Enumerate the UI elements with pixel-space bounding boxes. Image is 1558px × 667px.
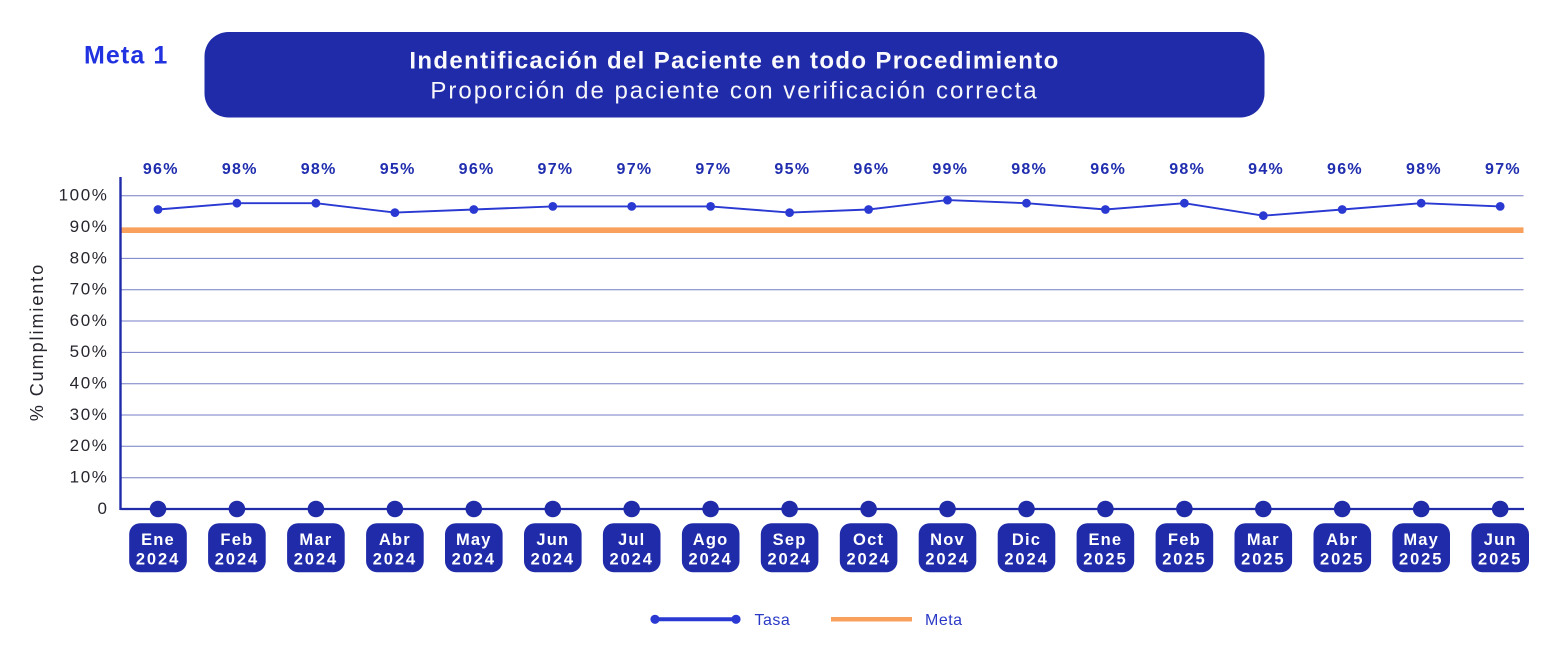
svg-text:96%: 96% <box>1327 161 1363 178</box>
svg-text:Mar: Mar <box>299 531 332 549</box>
svg-text:0: 0 <box>97 499 108 518</box>
svg-text:Proporción de paciente con ver: Proporción de paciente con verificación … <box>430 78 1038 105</box>
svg-text:2025: 2025 <box>1241 551 1285 569</box>
svg-text:30%: 30% <box>70 405 109 424</box>
svg-text:97%: 97% <box>1485 161 1521 178</box>
svg-text:97%: 97% <box>617 161 653 178</box>
svg-text:2024: 2024 <box>136 551 180 569</box>
svg-text:96%: 96% <box>459 161 495 178</box>
svg-text:Sep: Sep <box>773 531 807 549</box>
svg-text:98%: 98% <box>301 161 337 178</box>
svg-text:Jul: Jul <box>618 531 645 549</box>
svg-text:70%: 70% <box>70 280 109 299</box>
svg-text:95%: 95% <box>380 161 416 178</box>
svg-text:2024: 2024 <box>846 551 890 569</box>
svg-text:2024: 2024 <box>373 551 417 569</box>
svg-text:2024: 2024 <box>925 551 969 569</box>
svg-text:Ago: Ago <box>693 531 729 549</box>
svg-text:Feb: Feb <box>220 531 253 549</box>
svg-text:Jun: Jun <box>536 531 569 549</box>
svg-text:Tasa: Tasa <box>755 612 791 629</box>
svg-text:99%: 99% <box>932 161 968 178</box>
svg-text:Mar: Mar <box>1247 531 1280 549</box>
svg-text:96%: 96% <box>1090 161 1126 178</box>
svg-text:2024: 2024 <box>294 551 338 569</box>
svg-text:% Cumplimiento: % Cumplimiento <box>27 263 47 421</box>
svg-text:Meta 1: Meta 1 <box>84 42 168 70</box>
svg-text:96%: 96% <box>853 161 889 178</box>
svg-text:Nov: Nov <box>930 531 965 549</box>
svg-text:2025: 2025 <box>1478 551 1522 569</box>
svg-text:94%: 94% <box>1248 161 1284 178</box>
svg-text:60%: 60% <box>70 311 109 330</box>
svg-text:May: May <box>1403 531 1439 549</box>
svg-text:Meta: Meta <box>925 612 963 629</box>
svg-text:Indentificación del Paciente e: Indentificación del Paciente en todo Pro… <box>409 48 1059 75</box>
svg-text:98%: 98% <box>1011 161 1047 178</box>
svg-text:Oct: Oct <box>853 531 884 549</box>
svg-text:98%: 98% <box>1406 161 1442 178</box>
svg-text:40%: 40% <box>70 374 109 393</box>
svg-text:20%: 20% <box>70 436 109 455</box>
svg-text:10%: 10% <box>70 468 109 487</box>
svg-text:98%: 98% <box>222 161 258 178</box>
svg-text:Dic: Dic <box>1012 531 1041 549</box>
svg-text:2025: 2025 <box>1162 551 1206 569</box>
svg-text:Abr: Abr <box>379 531 411 549</box>
svg-text:80%: 80% <box>70 248 109 267</box>
svg-text:Ene: Ene <box>1088 531 1122 549</box>
svg-text:2024: 2024 <box>688 551 732 569</box>
svg-text:Feb: Feb <box>1168 531 1201 549</box>
svg-text:50%: 50% <box>70 342 109 361</box>
svg-text:97%: 97% <box>538 161 574 178</box>
svg-text:2024: 2024 <box>1004 551 1048 569</box>
svg-text:Abr: Abr <box>1326 531 1358 549</box>
svg-text:2025: 2025 <box>1083 551 1127 569</box>
svg-text:96%: 96% <box>143 161 179 178</box>
svg-text:95%: 95% <box>774 161 810 178</box>
svg-text:90%: 90% <box>70 217 109 236</box>
svg-text:2024: 2024 <box>531 551 575 569</box>
svg-text:May: May <box>456 531 492 549</box>
svg-text:Jun: Jun <box>1484 531 1517 549</box>
svg-text:98%: 98% <box>1169 161 1205 178</box>
svg-text:2024: 2024 <box>610 551 654 569</box>
svg-text:2025: 2025 <box>1399 551 1443 569</box>
svg-text:2024: 2024 <box>767 551 811 569</box>
svg-text:2025: 2025 <box>1320 551 1364 569</box>
svg-text:97%: 97% <box>695 161 731 178</box>
svg-text:100%: 100% <box>59 186 109 205</box>
svg-text:Ene: Ene <box>141 531 175 549</box>
svg-text:2024: 2024 <box>215 551 259 569</box>
svg-text:2024: 2024 <box>452 551 496 569</box>
